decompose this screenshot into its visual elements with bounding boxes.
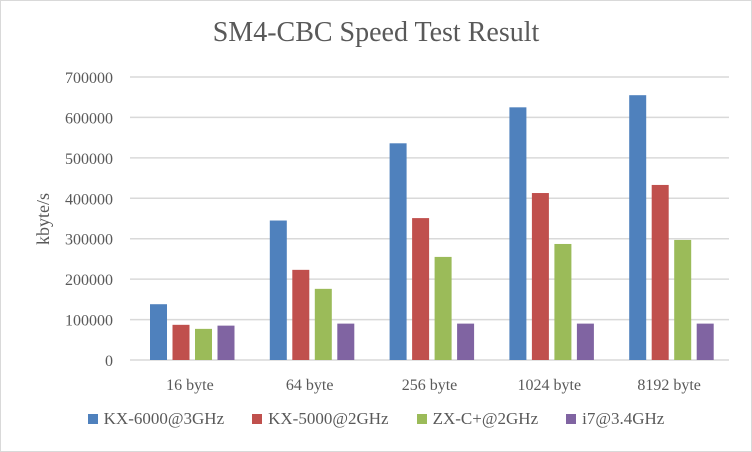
bar-kx-6000-3ghz [269,220,287,360]
bar-zx-c-2ghz [314,288,332,360]
bar-zx-c-2ghz [434,256,452,360]
bar-kx-5000-2ghz [651,184,669,360]
legend-item: i7@3.4GHz [566,409,664,429]
legend-label: ZX-C+@2GHz [432,409,539,428]
y-tick-label: 0 [105,353,113,370]
legend-swatch [252,414,263,424]
bar-kx-6000-3ghz [389,143,407,360]
y-tick-label: 300000 [65,232,113,249]
x-tick-label: 256 byte [402,377,458,394]
bar-kx-6000-3ghz [629,95,647,360]
bar-kx-5000-2ghz [531,193,549,360]
y-axis-label: kbyte/s [33,193,53,245]
y-tick-label: 200000 [65,272,113,289]
y-tick-label: 500000 [65,151,113,168]
x-tick-label: 8192 byte [637,377,701,394]
bar-zx-c-2ghz [195,328,212,360]
bar-kx-5000-2ghz [292,269,310,360]
legend-item: KX-6000@3GHz [87,409,225,429]
bar-kx-6000-3ghz [150,304,167,360]
legend: KX-6000@3GHz KX-5000@2GHz ZX-C+@2GHz i7@3.4… [1,409,751,429]
legend-label: i7@3.4GHz [582,409,665,428]
bar-i7-3-4ghz [576,323,594,360]
bar-zx-c-2ghz [554,243,572,360]
bar-i7-3-4ghz [217,325,235,360]
bar-i7-3-4ghz [457,323,475,360]
x-tick-label: 64 byte [286,377,334,394]
x-tick-label: 16 byte [166,377,214,394]
legend-item: ZX-C+@2GHz [416,409,539,429]
legend-label: KX-6000@3GHz [103,409,225,428]
legend-swatch [87,414,98,424]
legend-label: KX-5000@2GHz [268,409,389,428]
y-tick-label: 700000 [65,70,113,87]
bar-kx-5000-2ghz [412,218,430,360]
legend-swatch [416,414,427,424]
legend-swatch [566,414,577,424]
y-tick-label: 400000 [65,191,113,208]
chart-title: SM4-CBC Speed Test Result [212,17,540,48]
legend-item: KX-5000@2GHz [252,409,389,429]
y-tick-label: 100000 [65,313,113,330]
bar-i7-3-4ghz [337,323,355,360]
x-tick-label: 1024 byte [518,377,582,394]
bar-i7-3-4ghz [696,323,714,360]
bar-kx-6000-3ghz [509,107,527,360]
y-tick-label: 600000 [65,110,113,127]
bar-zx-c-2ghz [674,239,692,360]
bar-kx-5000-2ghz [172,324,190,360]
